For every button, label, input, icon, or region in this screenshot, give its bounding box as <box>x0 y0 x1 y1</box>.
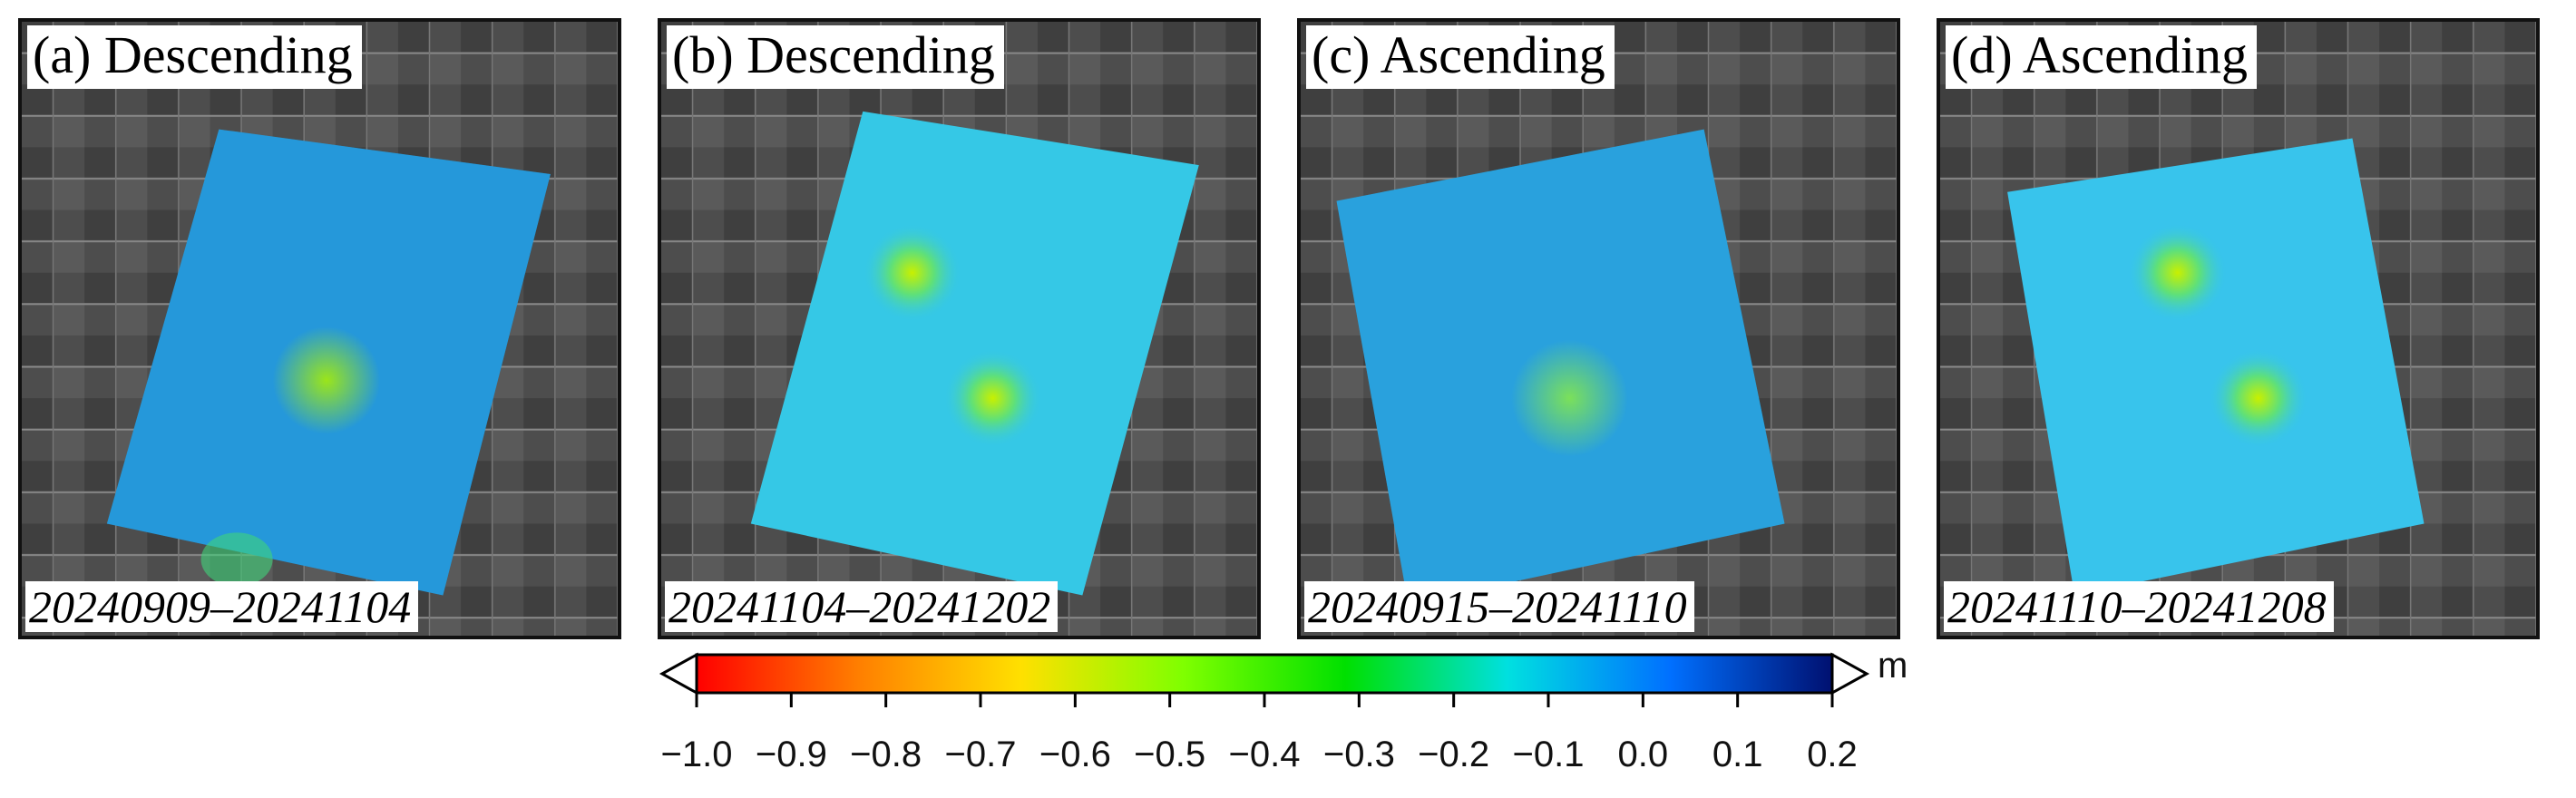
colorbar-tick-label: −0.3 <box>1322 735 1395 774</box>
panel-title: (b) Descending <box>667 25 1004 89</box>
panel-title: (d) Ascending <box>1946 25 2257 89</box>
satellite-background <box>22 22 618 636</box>
colorbar-tick-label: −0.8 <box>850 735 922 774</box>
date-range: 20241104–20241202 <box>665 581 1059 632</box>
panel-d: (d) Ascending 20241110–20241208 <box>1937 18 2540 639</box>
colorbar-tick-label: −0.1 <box>1512 735 1585 774</box>
satellite-background <box>1940 22 2536 636</box>
colorbar-tick-label: 0.2 <box>1807 735 1858 774</box>
colorbar-tick-label: −0.7 <box>944 735 1017 774</box>
panel-b: (b) Descending 20241104–20241202 <box>658 18 1261 639</box>
panel-a: (a) Descending 20240909–20241104 <box>18 18 621 639</box>
colorbar: m −1.0 −0.9 −0.8 −0.7 −0.6 −0.5 −0.4 −0.3 −0.2 −0… <box>653 646 1923 796</box>
colorbar-unit: m <box>1878 646 1908 686</box>
colorbar-tick-label: −0.9 <box>755 735 827 774</box>
date-range: 20241110–20241208 <box>1944 581 2334 632</box>
colorbar-tick-label: 0.1 <box>1712 735 1763 774</box>
colorbar-tick-label: −0.2 <box>1418 735 1490 774</box>
colorbar-tick-label: −1.0 <box>660 735 733 774</box>
panel-title: (c) Ascending <box>1306 25 1615 89</box>
colorbar-tick-label: −0.5 <box>1134 735 1206 774</box>
colorbar-bar <box>695 653 1834 695</box>
colorbar-tick-label: −0.6 <box>1039 735 1111 774</box>
colorbar-low-arrow <box>659 652 698 696</box>
interferogram-swath <box>2007 138 2425 596</box>
date-range: 20240909–20241104 <box>25 581 419 632</box>
date-range: 20240915–20241110 <box>1304 581 1694 632</box>
satellite-background <box>661 22 1257 636</box>
panel-c: (c) Ascending 20240915–20241110 <box>1297 18 1900 639</box>
colorbar-tick-label: −0.4 <box>1228 735 1301 774</box>
satellite-background <box>1301 22 1897 636</box>
colorbar-high-arrow <box>1830 652 1870 696</box>
panel-title: (a) Descending <box>27 25 362 89</box>
colorbar-scale <box>659 652 1870 707</box>
colorbar-tick-label: 0.0 <box>1617 735 1669 774</box>
